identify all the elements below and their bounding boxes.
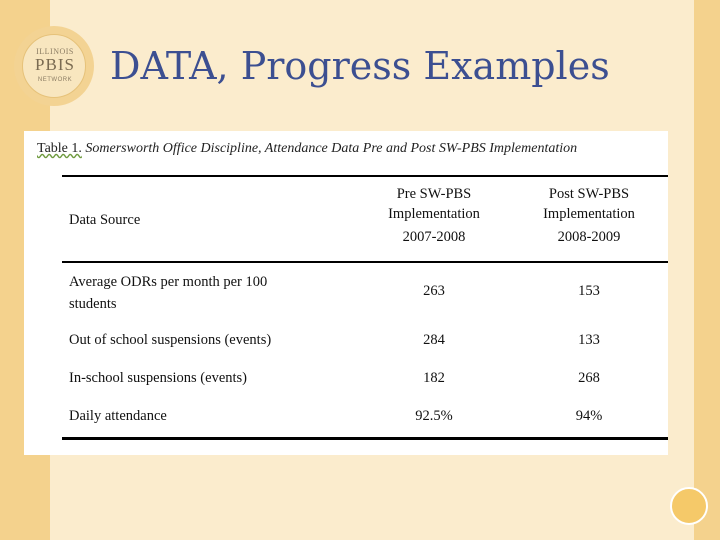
logo-badge: ILLINOIS PBIS NETWORK [22,34,86,98]
row-label-out-of-school-suspensions: Out of school suspensions (events) [69,332,272,348]
logo-text-pbis: PBIS [35,55,75,74]
header-pre-implementation: Pre SW-PBS Implementation [364,184,504,224]
header-post-line2: Implementation [543,206,635,222]
cell-post-daily-attendance: 94% [575,408,603,424]
decorative-circle [670,487,708,525]
logo-text-illinois: ILLINOIS [36,47,74,56]
cell-post-out-of-school-suspensions: 133 [578,332,600,348]
row-label-in-school-suspensions: In-school suspensions (events) [69,370,248,386]
table-caption-text: Somersworth Office Discipline, Attendanc… [85,141,578,156]
table-caption-label: Table 1. [37,141,82,156]
slide-title: DATA, Progress Examples [110,44,610,88]
table-bottom-rule [62,437,668,440]
header-post-years: 2008-2009 [557,229,621,245]
header-post-implementation: Post SW-PBS Implementation [519,184,659,224]
header-pre-line2: Implementation [388,206,480,222]
row-label-average-odrs: Average ODRs per month per 100 students [69,271,329,315]
table-top-rule [62,175,668,177]
cell-pre-in-school-suspensions: 182 [423,370,445,386]
table-caption: Table 1. Somersworth Office Discipline, … [37,141,577,157]
cell-pre-daily-attendance: 92.5% [415,408,453,424]
row-label-line1: Average ODRs per month per 100 [69,274,268,290]
row-label-daily-attendance: Daily attendance [69,408,167,424]
header-pre-years: 2007-2008 [402,229,466,245]
cell-pre-average-odrs: 263 [423,283,445,299]
cell-post-in-school-suspensions: 268 [578,370,600,386]
table-header-rule [62,261,668,263]
logo-text-network: NETWORK [37,77,73,83]
cell-pre-out-of-school-suspensions: 284 [423,332,445,348]
header-pre-line1: Pre SW-PBS [396,186,472,202]
header-post-line1: Post SW-PBS [548,186,630,202]
row-label-line2: students [69,296,117,312]
data-table-image: Table 1. Somersworth Office Discipline, … [24,131,668,455]
cell-post-average-odrs: 153 [578,283,600,299]
right-decorative-stripe [694,0,720,540]
illinois-pbis-network-logo: ILLINOIS PBIS NETWORK [14,26,94,106]
header-data-source: Data Source [69,212,141,228]
